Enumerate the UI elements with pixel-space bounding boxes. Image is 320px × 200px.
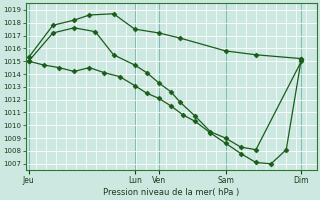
X-axis label: Pression niveau de la mer( hPa ): Pression niveau de la mer( hPa ) <box>103 188 239 197</box>
